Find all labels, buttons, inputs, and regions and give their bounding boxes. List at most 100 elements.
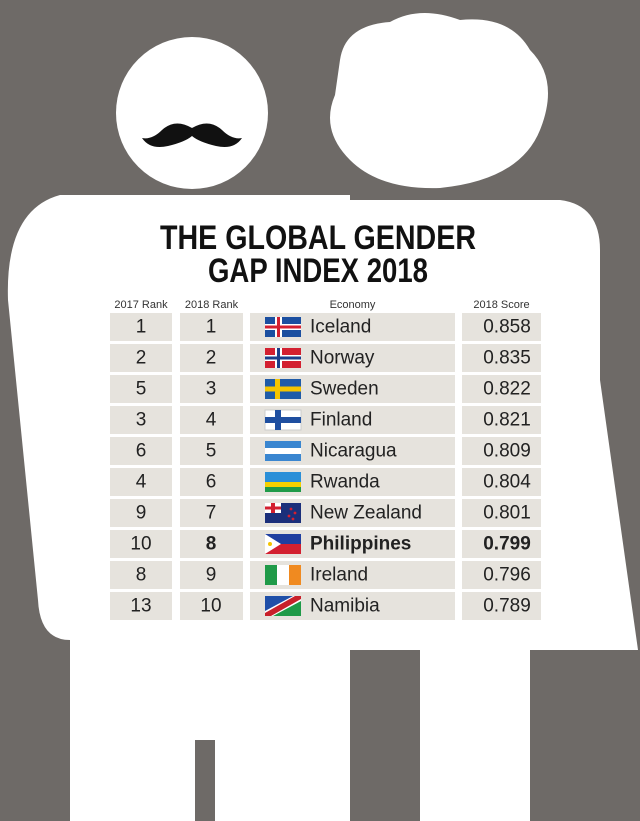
cell-bg	[180, 375, 243, 403]
cell-bg	[110, 468, 172, 496]
woman-legs	[420, 640, 530, 821]
table-row: 1 1 Iceland 0.858	[110, 313, 541, 341]
rank-2018: 4	[206, 410, 217, 431]
flag-part	[265, 386, 301, 392]
flag-part	[291, 517, 295, 521]
title-line: GAP INDEX 2018	[208, 252, 428, 290]
table-row: 4 6 Rwanda 0.804	[110, 468, 541, 496]
table: 2017 Rank 2018 Rank Economy 2018 Score 1 1 Ice…	[110, 299, 541, 620]
score-2018: 0.809	[483, 441, 531, 462]
score-2018: 0.799	[483, 534, 531, 555]
flag-part	[265, 448, 301, 454]
table-row: 6 5 Nicaragua 0.809	[110, 437, 541, 465]
rank-2017: 4	[136, 472, 147, 493]
rank-2018: 8	[206, 534, 217, 555]
rank-2018: 2	[206, 348, 217, 369]
cell-bg	[110, 313, 172, 341]
economy: Ireland	[310, 565, 368, 586]
rank-2017: 10	[130, 534, 151, 555]
cell-bg	[180, 499, 243, 527]
rank-2017: 5	[136, 379, 147, 400]
woman-head	[330, 12, 548, 189]
column-header: Economy	[330, 299, 376, 311]
flag-part	[265, 325, 301, 329]
table-row: 5 3 Sweden 0.822	[110, 375, 541, 403]
economy: Iceland	[310, 317, 371, 338]
cell-bg	[110, 499, 172, 527]
economy: New Zealand	[310, 503, 422, 524]
cell-bg	[180, 561, 243, 589]
cell-bg	[462, 499, 541, 527]
flag-part	[265, 534, 301, 544]
flag-part	[287, 514, 291, 518]
man-head	[116, 37, 268, 189]
flag	[265, 472, 301, 492]
flag-part	[265, 417, 301, 423]
flag-part	[289, 565, 301, 585]
score-2018: 0.801	[483, 503, 531, 524]
flag-part	[268, 542, 272, 546]
cell-bg	[462, 437, 541, 465]
score-2018: 0.835	[483, 348, 531, 369]
economy: Finland	[310, 410, 372, 431]
cell-bg	[110, 592, 172, 620]
rank-2017: 1	[136, 317, 147, 338]
cell-bg	[110, 437, 172, 465]
flag	[265, 565, 301, 585]
flag-part	[265, 534, 281, 554]
table-row: 13 10 Namibia 0.789	[110, 592, 541, 620]
flag-part	[265, 506, 281, 510]
flag-part	[289, 507, 293, 511]
cell-bg	[462, 561, 541, 589]
cell-bg	[180, 344, 243, 372]
cell-bg	[180, 437, 243, 465]
table-row: 2 2 Norway 0.835	[110, 344, 541, 372]
mustache	[142, 123, 242, 147]
rank-2017: 9	[136, 503, 147, 524]
rank-2018: 6	[206, 472, 217, 493]
economy: Namibia	[310, 596, 380, 617]
cell-bg	[110, 344, 172, 372]
economy: Nicaragua	[310, 441, 397, 462]
economy: Rwanda	[310, 472, 380, 493]
cell-bg	[110, 406, 172, 434]
cell-bg	[462, 468, 541, 496]
rank-2018: 1	[206, 317, 217, 338]
flag-part	[265, 356, 301, 360]
economy: Philippines	[310, 534, 411, 555]
rank-2018: 7	[206, 503, 217, 524]
flag-part	[265, 482, 301, 487]
table-row: 9 7 New Zealand 0.801	[110, 499, 541, 527]
rank-2017: 2	[136, 348, 147, 369]
flag	[265, 441, 301, 461]
column-header: 2018 Rank	[185, 299, 239, 311]
flag	[265, 534, 301, 554]
cell-bg	[462, 406, 541, 434]
economy: Norway	[310, 348, 375, 369]
title-line: THE GLOBAL GENDER	[160, 219, 476, 257]
flag-part	[265, 487, 301, 492]
cell-bg	[462, 592, 541, 620]
flag	[264, 409, 302, 431]
cell-bg	[180, 592, 243, 620]
cell-bg	[110, 530, 172, 558]
rank-2018: 5	[206, 441, 217, 462]
flag	[265, 379, 301, 399]
cell-bg	[180, 468, 243, 496]
column-header: 2018 Score	[473, 299, 529, 311]
cell-bg	[462, 344, 541, 372]
cell-bg	[180, 530, 243, 558]
flag-part	[293, 511, 297, 515]
table-row: 3 4 Finland 0.821	[110, 406, 541, 434]
rank-2017: 6	[136, 441, 147, 462]
cell-bg	[110, 375, 172, 403]
flag-part	[265, 544, 301, 554]
flag-part	[265, 472, 301, 482]
economy: Sweden	[310, 379, 379, 400]
flag-part	[265, 596, 301, 616]
rank-2018: 10	[200, 596, 221, 617]
score-2018: 0.804	[483, 472, 531, 493]
score-2018: 0.796	[483, 565, 531, 586]
